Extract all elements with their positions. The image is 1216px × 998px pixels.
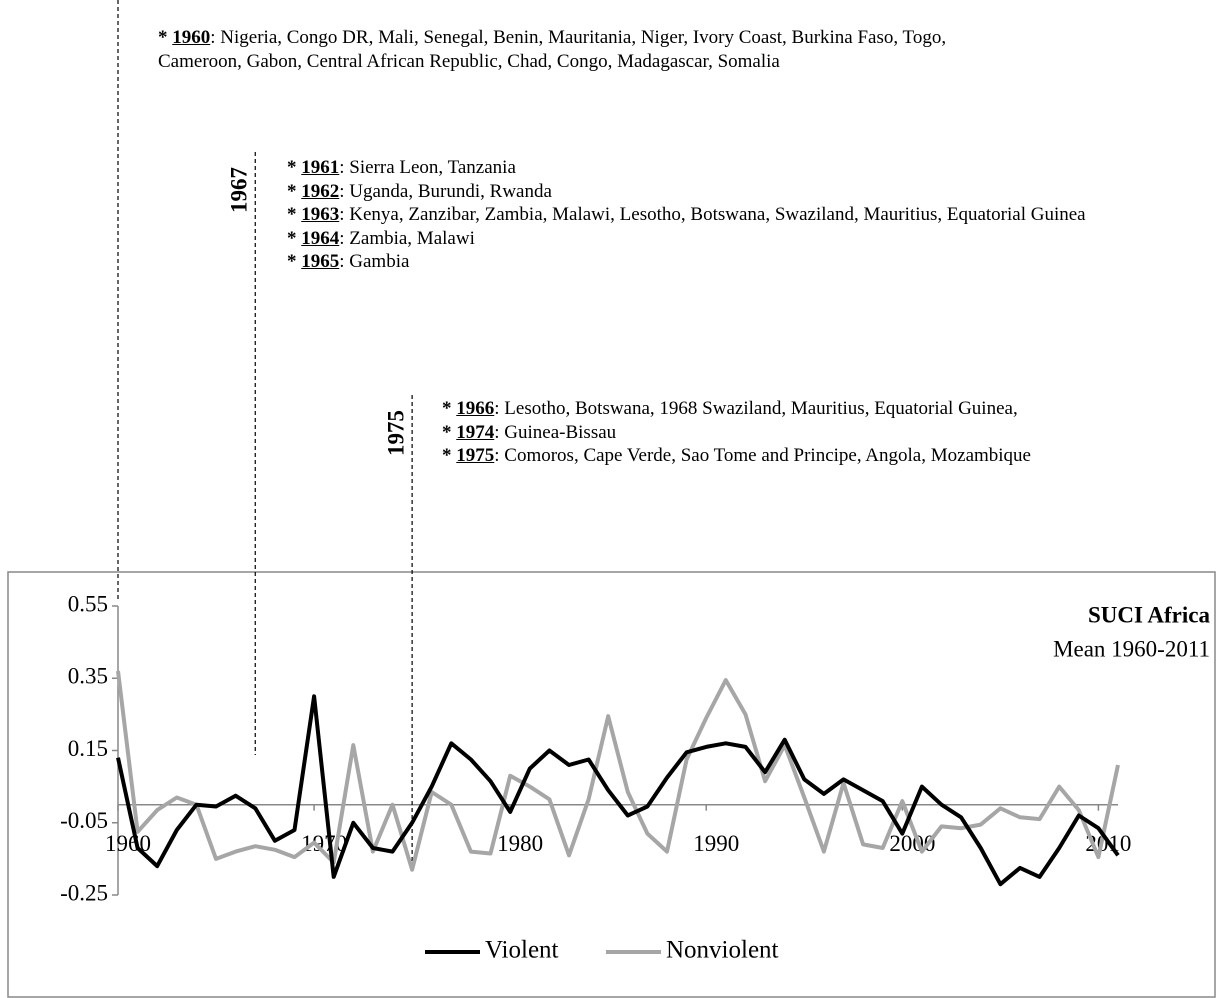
annotation-year: 1974	[456, 421, 495, 443]
annotation-text: : Kenya, Zanzibar, Zambia, Malawi, Lesot…	[339, 204, 1086, 225]
legend-label: Nonviolent	[666, 937, 779, 964]
event-label: 1967	[227, 167, 252, 213]
chart-frame	[7, 571, 1216, 998]
annotation: * 1961: Sierra Leon, Tanzania	[287, 156, 1167, 180]
y-tick-label: -0.25	[60, 880, 108, 905]
annotation: * 1974: Guinea-Bissau	[442, 421, 1212, 445]
annotation: * 1966: Lesotho, Botswana, 1968 Swazilan…	[442, 397, 1212, 421]
annotation-text: : Comoros, Cape Verde, Sao Tome and Prin…	[494, 445, 1031, 466]
x-tick-label: 1980	[497, 831, 543, 856]
annotation: * 1964: Zambia, Malawi	[287, 227, 1167, 251]
annotation-year: 1961	[301, 157, 340, 178]
annotation-text: : Guinea-Bissau	[494, 421, 617, 443]
annotation-bullet: *	[287, 157, 297, 178]
annotation-group: * 1961: Sierra Leon, Tanzania * 1962: Uga…	[287, 156, 1167, 274]
annotation: * 1962: Uganda, Burundi, Rwanda	[287, 180, 1167, 204]
annotation-text: : Lesotho, Botswana, 1968 Swaziland, Mau…	[494, 398, 1018, 419]
annotation-bullet: *	[287, 227, 297, 249]
legend-label: Violent	[485, 937, 559, 964]
annotation-year: 1963	[301, 204, 340, 225]
y-tick-label: 0.35	[68, 664, 108, 689]
annotation-text: : Uganda, Burundi, Rwanda	[339, 180, 552, 202]
annotation-year: 1965	[301, 251, 340, 272]
annotation-bullet: *	[158, 27, 168, 48]
annotation-year: 1966	[456, 398, 495, 419]
annotation-bullet: *	[287, 251, 297, 272]
annotation: * 1975: Comoros, Cape Verde, Sao Tome an…	[442, 444, 1212, 468]
series-line	[116, 670, 1120, 872]
annotation-year: 1962	[301, 180, 340, 202]
series-line	[116, 694, 1120, 887]
annotation-year: 1975	[456, 445, 495, 466]
annotation: * 1960: Nigeria, Congo DR, Mali, Senegal…	[158, 26, 978, 73]
chart-title: SUCI Africa	[1088, 602, 1211, 627]
annotation-bullet: *	[287, 204, 297, 225]
y-tick-label: 0.15	[68, 736, 108, 761]
annotation-text: : Zambia, Malawi	[339, 227, 475, 249]
annotation-group: * 1966: Lesotho, Botswana, 1968 Swazilan…	[442, 397, 1212, 468]
annotation-bullet: *	[287, 180, 297, 202]
annotation: * 1963: Kenya, Zanzibar, Zambia, Malawi,…	[287, 203, 1167, 227]
annotation-year: 1964	[301, 227, 340, 249]
annotation-group: * 1960: Nigeria, Congo DR, Mali, Senegal…	[158, 26, 978, 73]
annotation-text: : Gambia	[339, 251, 410, 272]
annotation-bullet: *	[442, 445, 452, 466]
annotation-year: 1960	[172, 27, 211, 48]
annotation: * 1965: Gambia	[287, 250, 1167, 274]
x-tick-label: 1990	[693, 831, 739, 856]
annotation-text: : Sierra Leon, Tanzania	[339, 157, 516, 178]
event-label: 1975	[383, 410, 408, 456]
annotation-bullet: *	[442, 421, 452, 443]
y-tick-label: 0.55	[68, 591, 108, 616]
y-tick-label: -0.05	[60, 808, 108, 833]
annotation-text: : Nigeria, Congo DR, Mali, Senegal, Beni…	[158, 27, 947, 72]
annotation-bullet: *	[442, 398, 452, 419]
chart-subtitle: Mean 1960-2011	[1053, 636, 1210, 661]
